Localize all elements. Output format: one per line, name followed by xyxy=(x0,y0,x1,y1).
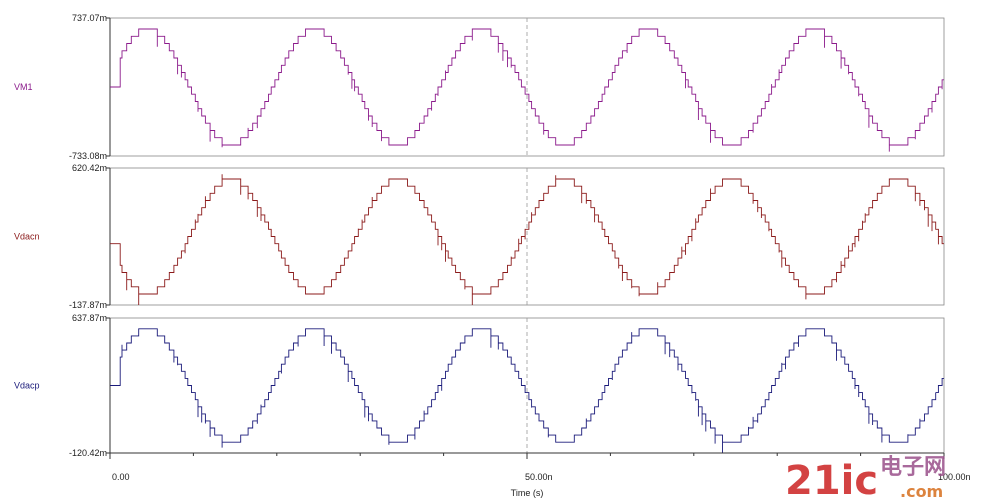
y-tick-max: 737.07m xyxy=(72,13,107,23)
y-tick-max: 620.42m xyxy=(72,163,107,173)
x-tick-label-0: 0.00 xyxy=(112,472,130,482)
x-axis xyxy=(109,452,945,459)
panel-vdacp: 637.87m -120.42m Vdacp xyxy=(14,313,945,458)
series-label-vdacn: Vdacn xyxy=(14,232,40,242)
series-line-vm1 xyxy=(110,28,944,152)
series-label-vm1: VM1 xyxy=(14,82,33,92)
series-line-vdacp xyxy=(110,328,944,453)
plot-frame xyxy=(109,17,945,157)
watermark-21ic: 21ic xyxy=(785,458,878,502)
y-tick-min: -733.08m xyxy=(69,151,107,161)
watermark-logo: 21ic 电子网 .com xyxy=(785,455,946,502)
watermark-chinese: 电子网 xyxy=(880,455,946,480)
series-line-vdacn xyxy=(110,174,944,305)
y-tick-min: -137.87m xyxy=(69,300,107,310)
x-tick-label-1: 50.00n xyxy=(525,472,553,482)
y-tick-max: 637.87m xyxy=(72,313,107,323)
x-tick-label-2: 100.00n xyxy=(938,472,971,482)
panel-vm1: 737.07m -733.08m VM1 xyxy=(14,13,945,161)
plot-frame xyxy=(109,167,945,306)
watermark-domain: .com xyxy=(900,482,943,501)
panel-vdacn: 620.42m -137.87m Vdacn xyxy=(14,163,945,310)
y-tick-min: -120.42m xyxy=(69,448,107,458)
x-axis-label: Time (s) xyxy=(511,488,544,498)
series-label-vdacp: Vdacp xyxy=(14,381,40,391)
